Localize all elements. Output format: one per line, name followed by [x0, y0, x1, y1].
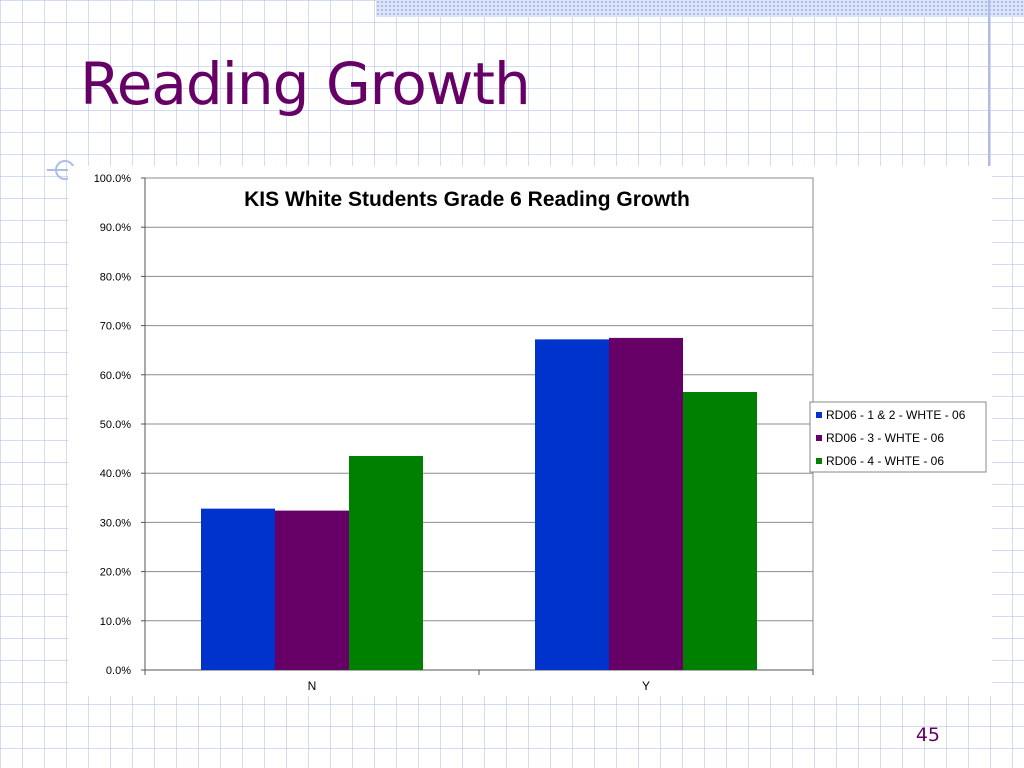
legend-swatch: [816, 412, 822, 418]
bar: [535, 339, 609, 670]
bar: [609, 337, 683, 670]
bar: [275, 510, 349, 670]
bar: [683, 392, 757, 670]
page-number: 45: [915, 724, 940, 746]
legend-box: [809, 401, 987, 473]
y-tick-label: 40.0%: [100, 468, 131, 480]
chart-title: KIS White Students Grade 6 Reading Growt…: [244, 188, 690, 211]
decorative-top-band: [376, 0, 1024, 17]
legend-swatch: [816, 435, 822, 441]
y-tick-label: 10.0%: [100, 616, 131, 628]
legend-swatch: [816, 458, 822, 464]
chart-area: 0.0% 10.0% 20.0% 30.0% 40.0% 50.0% 60.0% 70.0% 8…: [68, 166, 992, 696]
y-tick-label: 0.0%: [106, 665, 131, 677]
y-tick-label: 60.0%: [100, 370, 131, 382]
y-tick-label: 100.0%: [94, 173, 132, 185]
decorative-vertical-line: [988, 0, 990, 265]
slide-title: Reading Growth: [80, 50, 531, 118]
y-tick-label: 50.0%: [100, 419, 131, 431]
legend-label: RD06 - 1 & 2 - WHTE - 06: [826, 408, 966, 422]
bar-chart: 0.0% 10.0% 20.0% 30.0% 40.0% 50.0% 60.0% 70.0% 8…: [94, 173, 987, 693]
x-tick-label: Y: [642, 679, 650, 693]
x-tick-label: N: [308, 679, 317, 693]
legend-label: RD06 - 4 - WHTE - 06: [826, 454, 944, 468]
legend-label: RD06 - 3 - WHTE - 06: [826, 431, 944, 445]
y-tick-label: 20.0%: [100, 567, 131, 579]
y-tick-label: 80.0%: [100, 271, 131, 283]
y-tick-label: 70.0%: [100, 321, 131, 333]
y-tick-label: 30.0%: [100, 517, 131, 529]
y-tick-label: 90.0%: [100, 222, 131, 234]
bar: [201, 508, 275, 670]
bar: [349, 455, 423, 670]
